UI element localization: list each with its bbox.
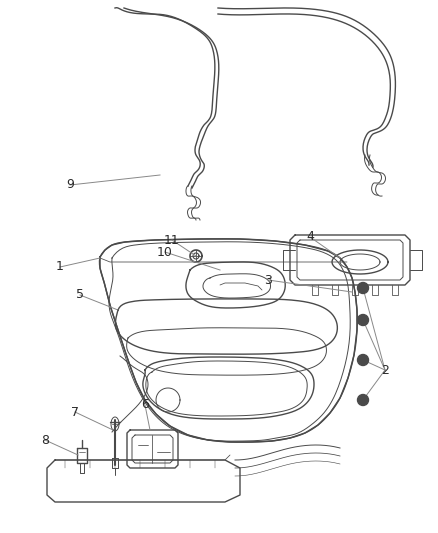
- Circle shape: [357, 354, 368, 366]
- Text: 5: 5: [76, 288, 84, 302]
- Text: 4: 4: [306, 230, 314, 244]
- Text: 9: 9: [66, 179, 74, 191]
- Text: 2: 2: [381, 364, 389, 376]
- Circle shape: [357, 314, 368, 326]
- Text: 3: 3: [264, 273, 272, 287]
- Text: 7: 7: [71, 406, 79, 418]
- Circle shape: [357, 394, 368, 406]
- Text: 1: 1: [56, 261, 64, 273]
- Text: 8: 8: [41, 433, 49, 447]
- Text: 6: 6: [141, 399, 149, 411]
- Text: 11: 11: [164, 233, 180, 246]
- Text: 10: 10: [157, 246, 173, 259]
- Circle shape: [357, 282, 368, 294]
